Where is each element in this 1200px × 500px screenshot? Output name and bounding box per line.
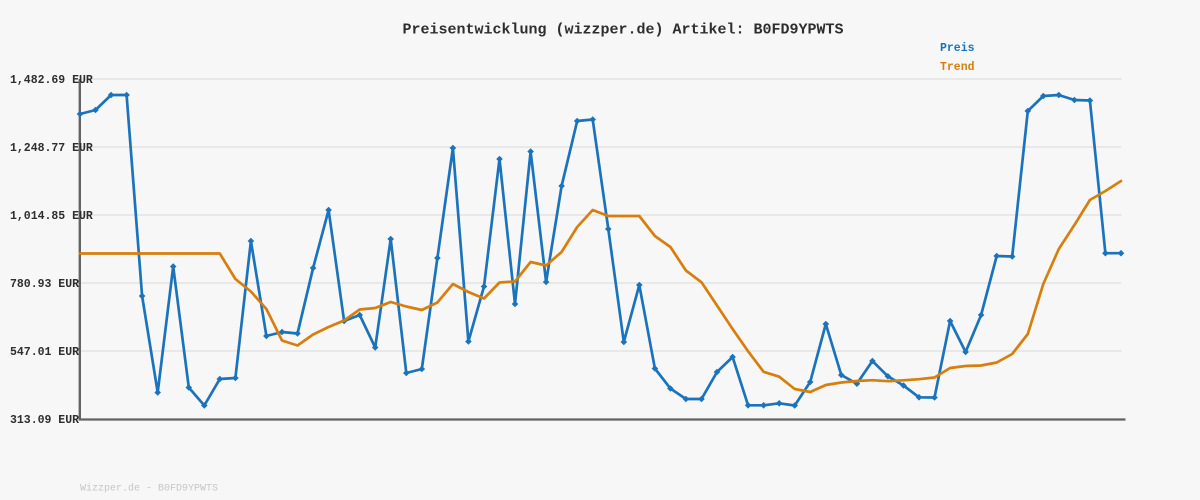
svg-text:1,482.69 EUR: 1,482.69 EUR	[10, 74, 93, 87]
svg-text:Preis: Preis	[940, 42, 975, 55]
svg-text:Preisentwicklung (wizzper.de): Preisentwicklung (wizzper.de) Artikel: B…	[402, 21, 843, 38]
svg-text:Wizzper.de - B0FD9YPWTS: Wizzper.de - B0FD9YPWTS	[80, 483, 218, 495]
svg-text:313.09 EUR: 313.09 EUR	[10, 414, 79, 427]
svg-text:547.01 EUR: 547.01 EUR	[10, 346, 79, 359]
svg-text:Trend: Trend	[940, 61, 975, 74]
svg-text:1,248.77 EUR: 1,248.77 EUR	[10, 142, 93, 155]
svg-text:780.93 EUR: 780.93 EUR	[10, 278, 79, 291]
svg-text:1,014.85 EUR: 1,014.85 EUR	[10, 210, 93, 223]
